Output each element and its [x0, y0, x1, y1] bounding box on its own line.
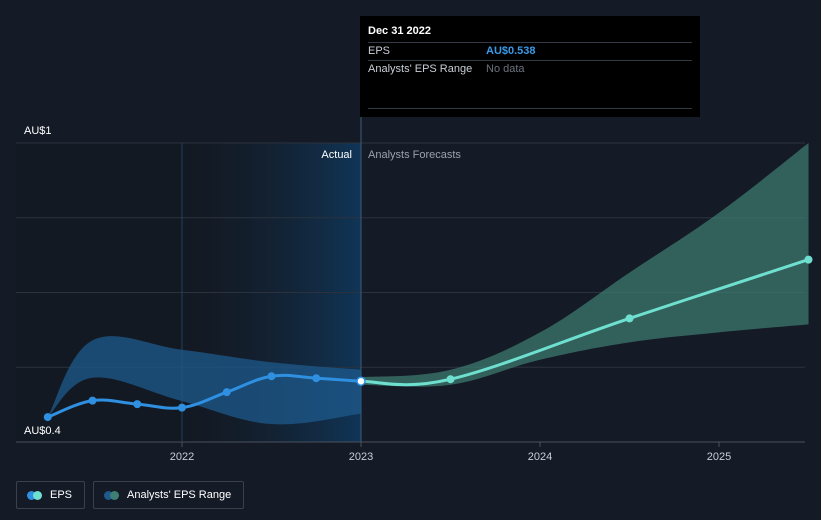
legend: EPS Analysts' EPS Range — [16, 481, 245, 509]
legend-eps-swatch-icon — [27, 490, 42, 500]
eps-actual-point-0 — [43, 413, 52, 422]
legend-range-swatch-icon — [104, 490, 120, 500]
eps-actual-point-5 — [267, 372, 276, 381]
x-tick-label-2023: 2023 — [349, 451, 373, 463]
x-tick-label-2025: 2025 — [707, 451, 731, 463]
eps-actual-point-1 — [88, 396, 97, 405]
eps-forecast-point-2 — [625, 314, 634, 323]
section-label-actual: Actual — [321, 149, 352, 161]
legend-item-eps[interactable]: EPS — [16, 481, 86, 509]
tooltip: Dec 31 2022 EPS AU$0.538 Analysts' EPS R… — [360, 16, 700, 117]
y-axis-min-label: AU$0.4 — [24, 425, 61, 437]
tooltip-date: Dec 31 2022 — [368, 24, 692, 43]
legend-range-dot-forecast — [110, 490, 120, 500]
tooltip-divider — [368, 108, 692, 109]
tooltip-eps-label: EPS — [368, 45, 391, 57]
eps-range-area-actual — [47, 336, 361, 425]
tooltip-range-value: No data — [486, 63, 525, 75]
tooltip-eps-value: AU$0.538 — [486, 45, 536, 57]
eps-actual-point-4 — [222, 388, 231, 397]
eps-actual-point-3 — [178, 403, 186, 412]
y-axis-max-label: AU$1 — [24, 125, 52, 137]
legend-range-dot-actual — [104, 490, 114, 500]
eps-actual-point-2 — [133, 400, 142, 409]
section-label-forecast: Analysts Forecasts — [368, 149, 461, 161]
tooltip-row-eps: EPS AU$0.538 — [368, 43, 692, 61]
legend-eps-dot-forecast — [33, 490, 42, 500]
legend-item-eps-range[interactable]: Analysts' EPS Range — [93, 481, 245, 509]
tooltip-row-range: Analysts' EPS Range No data — [368, 61, 692, 78]
eps-highlight-point — [356, 376, 366, 386]
eps-range-area-forecast — [361, 143, 809, 387]
x-tick-label-2024: 2024 — [528, 451, 552, 463]
legend-eps-dot-actual — [27, 490, 36, 500]
eps-forecast-point-3 — [804, 255, 813, 264]
legend-range-label: Analysts' EPS Range — [127, 489, 232, 501]
tooltip-range-label: Analysts' EPS Range — [368, 63, 473, 75]
x-tick-label-2022: 2022 — [170, 451, 194, 463]
eps-actual-point-6 — [312, 374, 321, 383]
eps-forecast-line — [359, 258, 810, 387]
legend-eps-label: EPS — [50, 489, 73, 501]
eps-forecast-point-1 — [446, 375, 455, 384]
